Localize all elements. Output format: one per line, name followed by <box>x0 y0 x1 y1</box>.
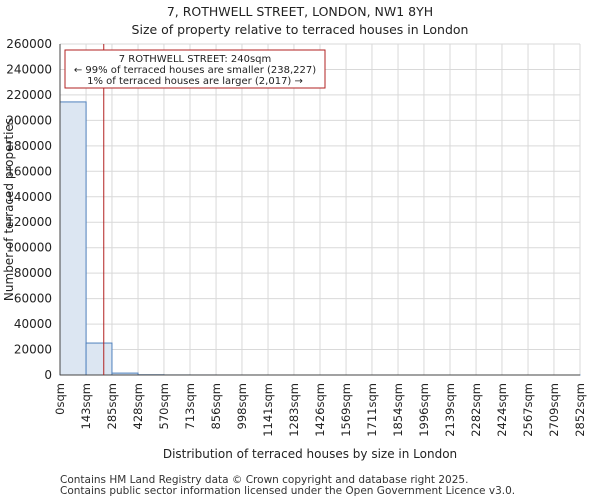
x-tick-label: 2709sqm <box>547 383 561 437</box>
grid-lines <box>59 43 581 376</box>
y-tick-label: 220000 <box>6 88 52 102</box>
x-axis-title: Distribution of terraced houses by size … <box>163 447 457 461</box>
y-tick-label: 0 <box>44 368 52 382</box>
footer-line-1: Contains HM Land Registry data © Crown c… <box>60 474 469 486</box>
x-tick-label: 1854sqm <box>391 383 405 437</box>
x-tick-label: 1283sqm <box>287 383 301 437</box>
y-tick-label: 60000 <box>14 292 52 306</box>
x-tick-label: 998sqm <box>235 383 249 429</box>
chart-subtitle: Size of property relative to terraced ho… <box>131 22 469 37</box>
x-tick-label: 1569sqm <box>339 383 353 437</box>
annotation-line-2: ← 99% of terraced houses are smaller (23… <box>74 65 316 76</box>
chart-title: 7, ROTHWELL STREET, LONDON, NW1 8YH <box>166 4 434 19</box>
y-tick-label: 260000 <box>6 37 52 51</box>
x-tick-label: 856sqm <box>209 383 223 429</box>
y-tick-label: 160000 <box>6 164 52 178</box>
x-tick-label: 143sqm <box>79 383 93 429</box>
chart-area: 0 20000 40000 60000 80000 100000 120000 140000 1… <box>2 37 587 461</box>
x-tick-label: 713sqm <box>183 383 197 429</box>
y-tick-label: 120000 <box>6 215 52 229</box>
y-tick-label: 140000 <box>6 190 52 204</box>
y-ticks: 0 20000 40000 60000 80000 100000 120000 140000 1… <box>6 37 52 382</box>
x-tick-label: 2139sqm <box>443 383 457 437</box>
y-tick-label: 180000 <box>6 139 52 153</box>
x-tick-label: 428sqm <box>131 383 145 429</box>
x-ticks: 0sqm 143sqm 285sqm 428sqm 570sqm 713sqm 856sqm… <box>53 383 587 437</box>
y-tick-label: 100000 <box>6 241 52 255</box>
annotation-line-3: 1% of terraced houses are larger (2,017)… <box>87 76 303 87</box>
x-tick-label: 2852sqm <box>573 383 587 437</box>
y-axis-title: Number of terraced properties <box>2 118 16 301</box>
x-tick-label: 570sqm <box>157 383 171 429</box>
y-tick-label: 20000 <box>14 343 52 357</box>
annotation-border <box>64 49 326 89</box>
x-tick-label: 285sqm <box>105 383 119 429</box>
x-tick-label: 1426sqm <box>313 383 327 437</box>
x-tick-label: 2282sqm <box>469 383 483 437</box>
axes <box>59 44 580 376</box>
histogram-bar <box>59 101 87 376</box>
x-tick-label: 1141sqm <box>261 383 275 437</box>
x-tick-label: 2424sqm <box>495 383 509 437</box>
x-tick-label: 1996sqm <box>417 383 431 437</box>
x-tick-label: 2567sqm <box>521 383 535 437</box>
y-tick-label: 80000 <box>14 266 52 280</box>
y-tick-label: 40000 <box>14 317 52 331</box>
footer-line-2: Contains public sector information licen… <box>60 485 516 497</box>
y-tick-label: 200000 <box>6 113 52 127</box>
x-tick-label: 0sqm <box>53 383 67 415</box>
histogram-bar <box>85 342 113 376</box>
annotation-box: 7 ROTHWELL STREET: 240sqm ← 99% of terra… <box>64 49 326 89</box>
x-tick-label: 1711sqm <box>365 383 379 437</box>
annotation-line-1: 7 ROTHWELL STREET: 240sqm <box>119 54 272 65</box>
y-tick-label: 240000 <box>6 62 52 76</box>
